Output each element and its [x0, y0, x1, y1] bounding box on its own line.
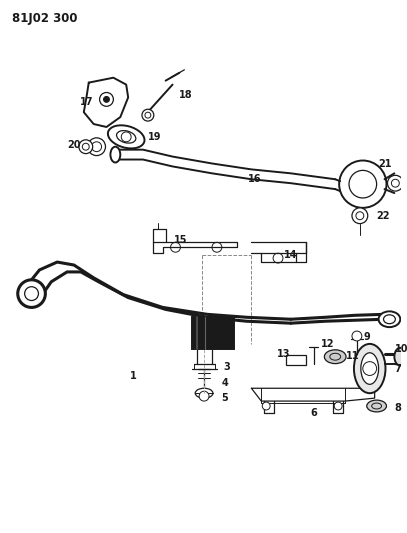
Ellipse shape — [367, 400, 387, 412]
Text: 8: 8 — [394, 403, 401, 413]
Circle shape — [103, 96, 109, 102]
Text: 15: 15 — [174, 236, 187, 245]
Text: 18: 18 — [179, 91, 192, 100]
Ellipse shape — [379, 311, 400, 327]
Ellipse shape — [354, 344, 385, 393]
Circle shape — [199, 391, 209, 401]
Text: 20: 20 — [67, 140, 81, 150]
Circle shape — [339, 160, 387, 208]
Text: 11: 11 — [346, 351, 360, 361]
Text: 4: 4 — [221, 378, 228, 389]
Text: 7: 7 — [394, 364, 401, 374]
Circle shape — [79, 140, 93, 154]
Bar — [286, 355, 306, 365]
Circle shape — [334, 402, 342, 410]
Text: 13: 13 — [277, 349, 291, 359]
Text: 6: 6 — [310, 408, 317, 418]
Text: 17: 17 — [80, 98, 94, 107]
Circle shape — [352, 208, 368, 224]
Text: 9: 9 — [363, 332, 370, 342]
Text: 22: 22 — [376, 211, 389, 221]
Text: 81J02 300: 81J02 300 — [12, 12, 77, 25]
Ellipse shape — [324, 350, 346, 364]
Circle shape — [18, 280, 45, 308]
Ellipse shape — [195, 388, 213, 398]
Text: 12: 12 — [321, 339, 334, 349]
Text: 5: 5 — [221, 393, 228, 403]
Circle shape — [142, 109, 154, 121]
Circle shape — [387, 175, 403, 191]
Ellipse shape — [108, 125, 144, 148]
Bar — [192, 317, 234, 349]
Text: 10: 10 — [394, 344, 407, 354]
Circle shape — [352, 331, 362, 341]
Circle shape — [88, 138, 105, 156]
Text: 21: 21 — [378, 159, 391, 169]
Circle shape — [262, 402, 270, 410]
Text: 14: 14 — [284, 250, 298, 260]
Ellipse shape — [394, 348, 406, 366]
Text: 3: 3 — [223, 361, 230, 372]
Ellipse shape — [110, 147, 120, 163]
Text: 16: 16 — [247, 174, 261, 184]
Ellipse shape — [361, 353, 379, 384]
Text: 19: 19 — [148, 132, 162, 142]
Text: 2: 2 — [219, 332, 225, 342]
Text: 1: 1 — [130, 372, 136, 382]
